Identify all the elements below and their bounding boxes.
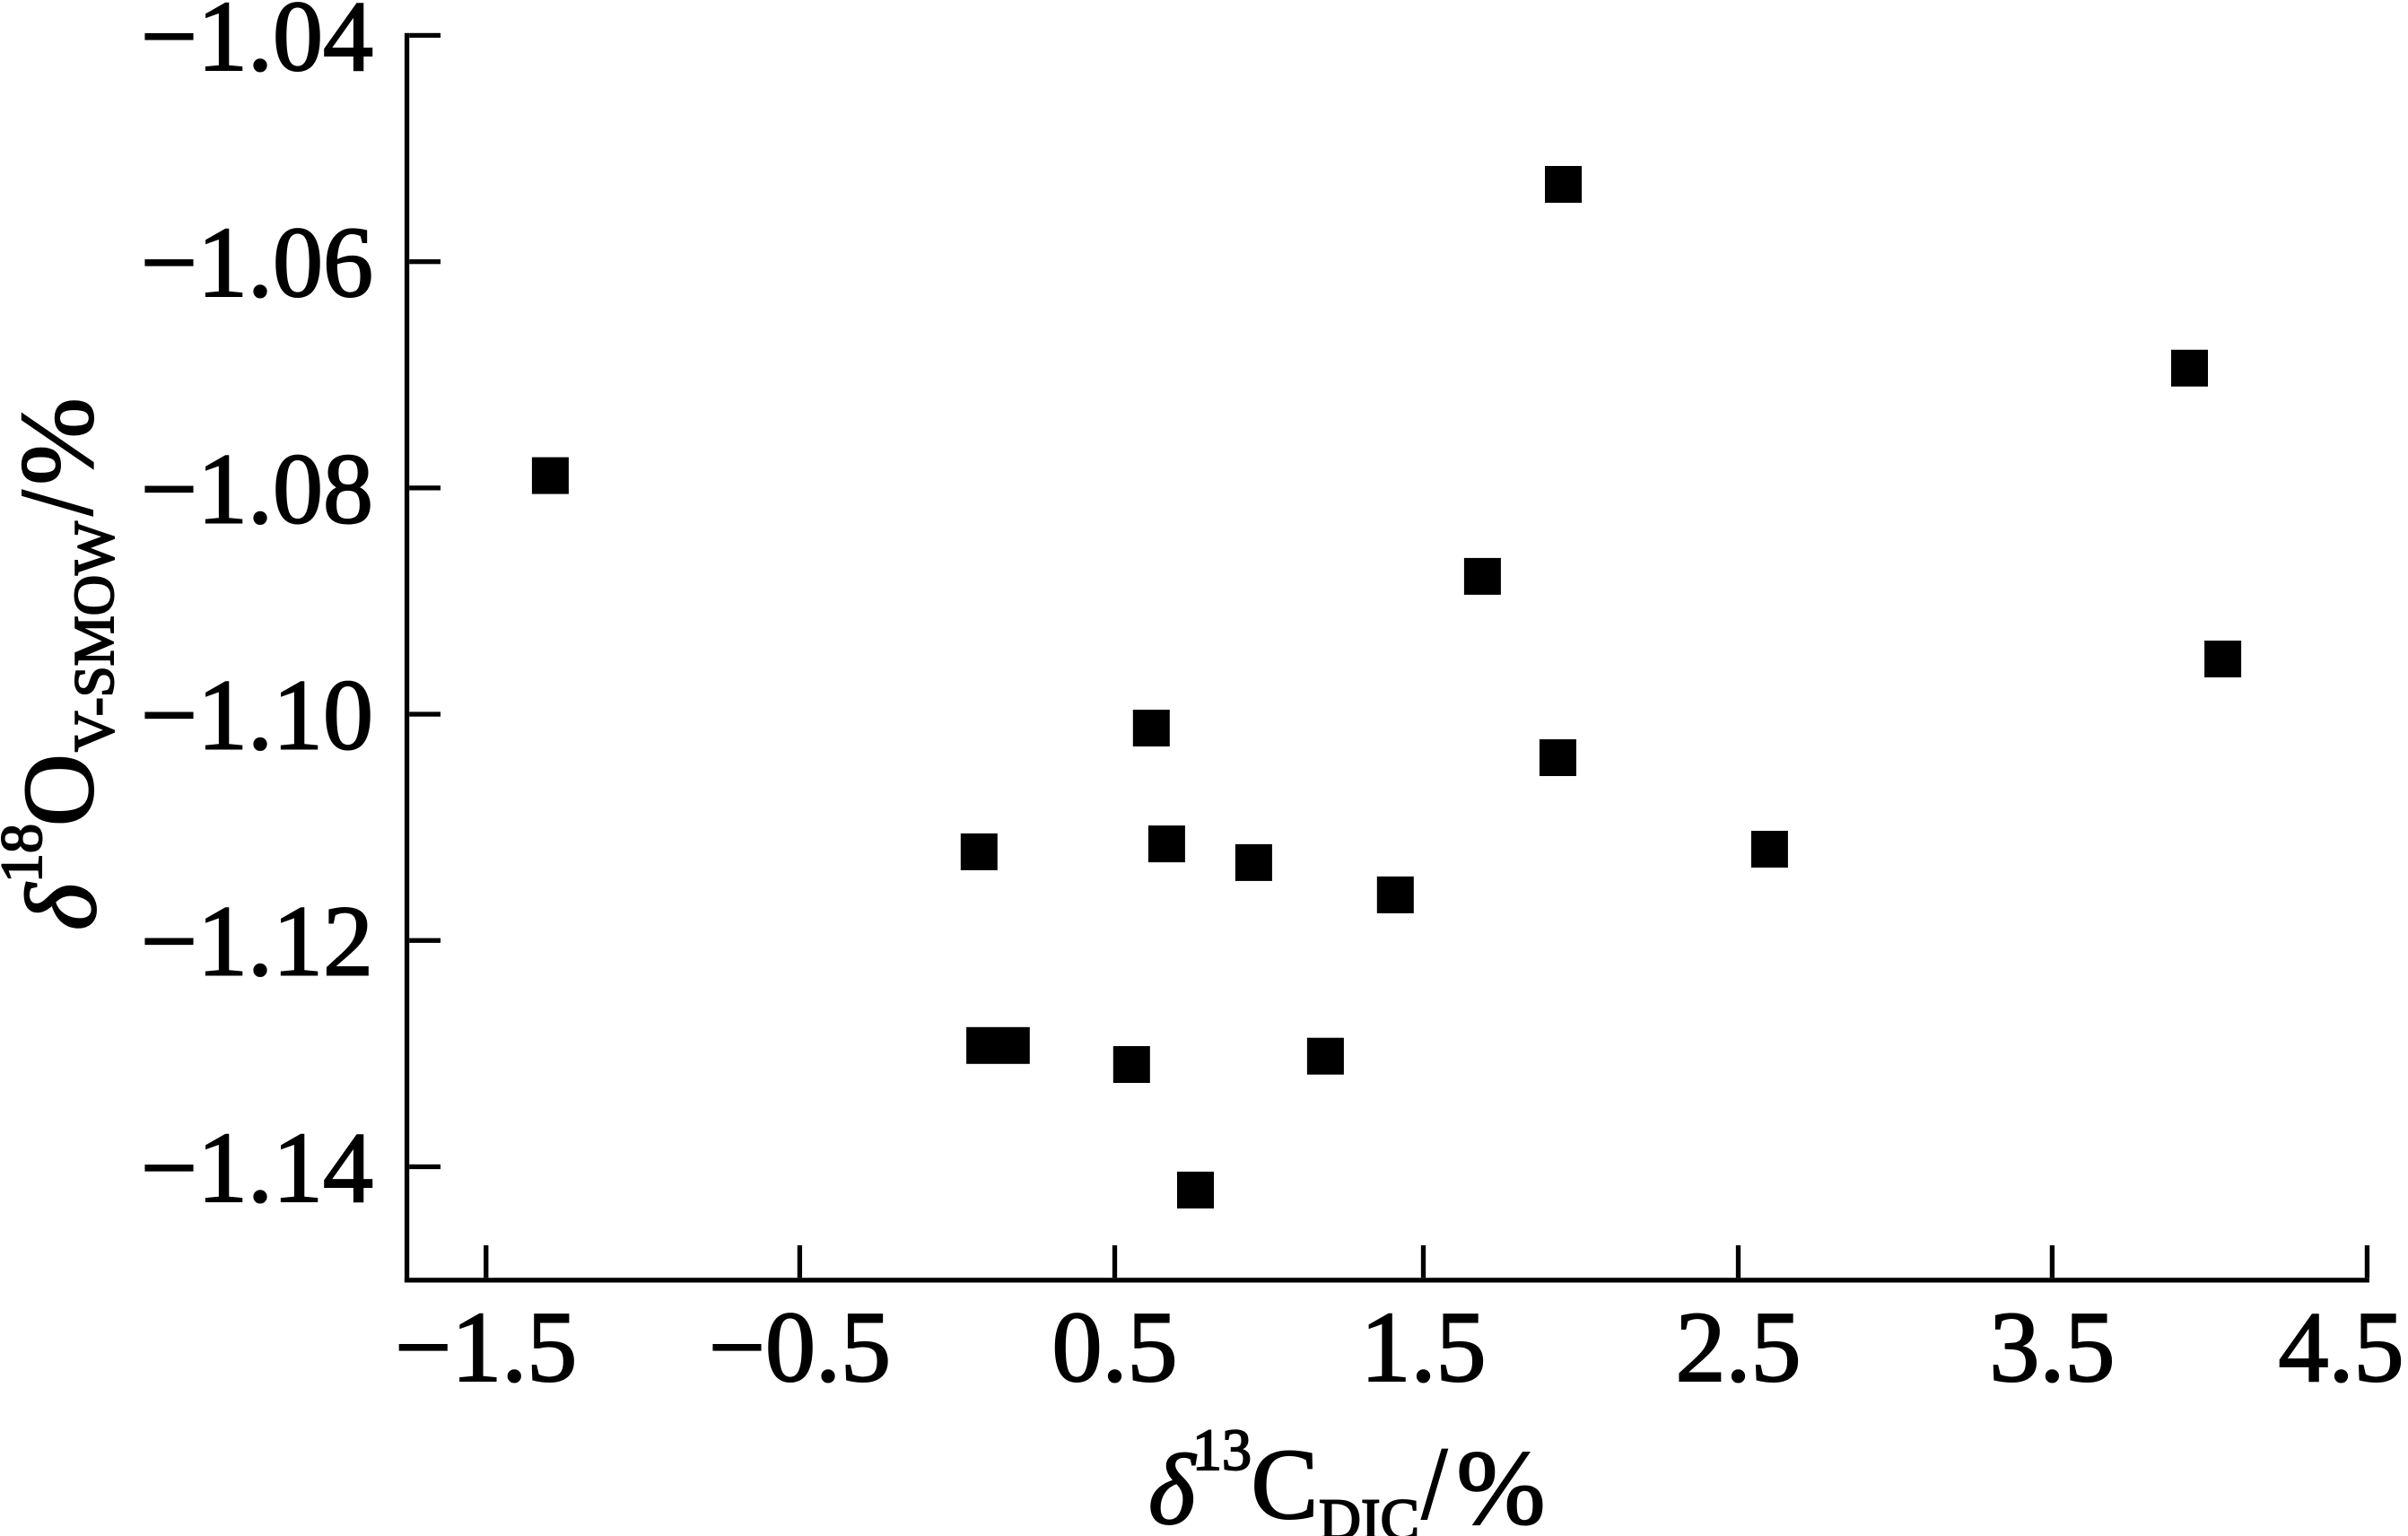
svg-text:δ: δ [6, 882, 118, 930]
svg-text:−0.5: −0.5 [709, 1292, 891, 1403]
svg-text:%: % [0, 397, 116, 484]
svg-text:C: C [1252, 1429, 1319, 1536]
svg-text:3.5: 3.5 [1989, 1292, 2115, 1403]
svg-text:13: 13 [1192, 1418, 1252, 1483]
svg-text:−1.08: −1.08 [141, 433, 373, 545]
svg-text:%: % [1456, 1428, 1545, 1536]
svg-text:1.5: 1.5 [1361, 1292, 1487, 1403]
svg-text:DIC: DIC [1319, 1488, 1419, 1536]
svg-text:V-SMOW: V-SMOW [63, 521, 126, 752]
svg-text:2.5: 2.5 [1676, 1292, 1802, 1403]
svg-text:−1.14: −1.14 [141, 1113, 373, 1224]
svg-text:18: 18 [0, 824, 55, 883]
svg-text:O: O [4, 754, 115, 826]
svg-text:−1.10: −1.10 [141, 660, 373, 772]
svg-text:−1.12: −1.12 [141, 886, 373, 998]
svg-text:−1.06: −1.06 [141, 207, 373, 319]
svg-text:−1.04: −1.04 [141, 0, 373, 92]
svg-text:δ: δ [1148, 1435, 1197, 1536]
svg-text:−1.5: −1.5 [395, 1292, 577, 1403]
svg-text:0.5: 0.5 [1052, 1292, 1178, 1403]
svg-text:4.5: 4.5 [2279, 1292, 2404, 1403]
